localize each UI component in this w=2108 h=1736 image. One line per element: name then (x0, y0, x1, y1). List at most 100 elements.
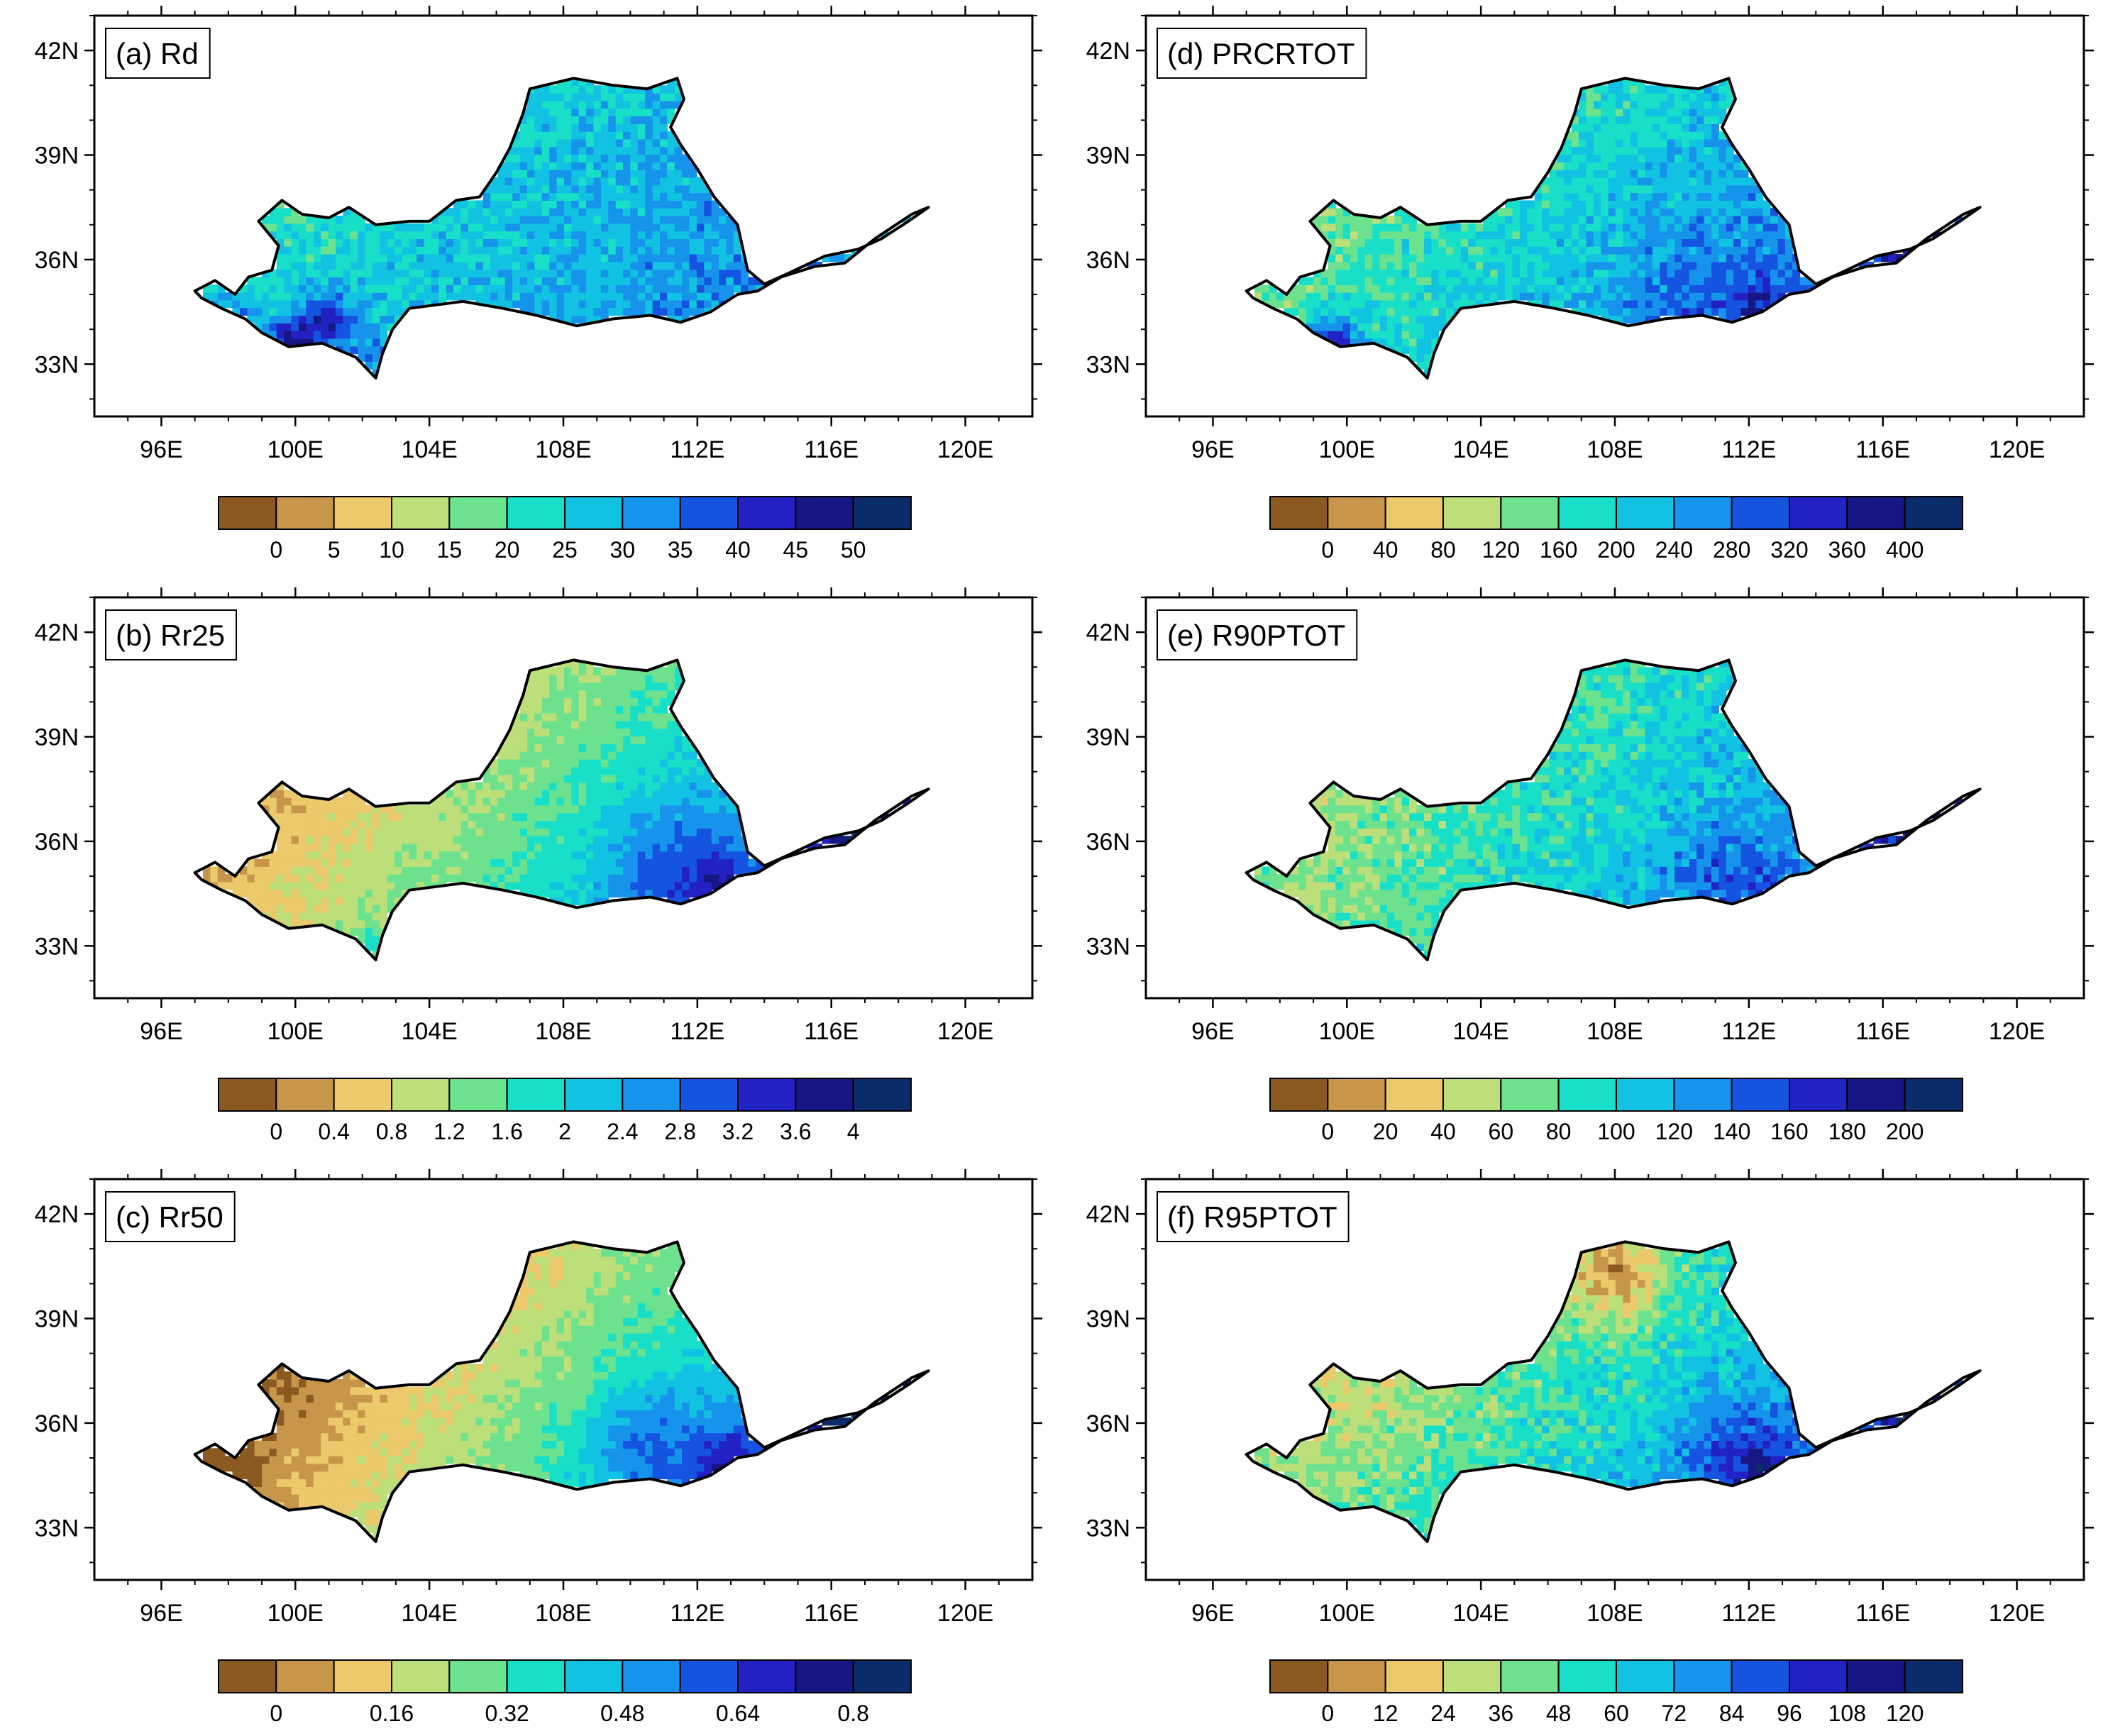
field-cell (519, 743, 528, 752)
field-cell (637, 851, 646, 860)
field-cell (1475, 866, 1484, 875)
field-cell (837, 836, 845, 844)
field-cell (1615, 123, 1623, 132)
field-cell (372, 919, 380, 929)
field-cell (1416, 307, 1425, 316)
field-cell (380, 836, 388, 844)
field-cell (1660, 307, 1668, 316)
field-cell (608, 697, 617, 706)
field-cell (527, 774, 535, 783)
field-cell (1497, 261, 1506, 270)
panel-e: 96E 100E 104E 108E 112E 116E 120E42N39N36N33N(… (1086, 587, 2094, 1144)
field-cell (335, 820, 343, 829)
field-cell (563, 131, 572, 140)
field-cell (438, 216, 447, 224)
field-cell (1652, 85, 1660, 94)
field-cell (1689, 223, 1697, 232)
field-cell (549, 805, 558, 814)
field-cell (343, 820, 351, 829)
field-cell (1660, 292, 1668, 301)
field-cell (1660, 277, 1668, 285)
field-cell (556, 315, 565, 324)
field-cell (1497, 851, 1506, 860)
field-cell (1350, 238, 1358, 247)
field-cell (674, 216, 683, 224)
field-cell (726, 812, 734, 821)
field-cell (637, 766, 646, 775)
field-cell (549, 812, 558, 821)
field-cell (1733, 284, 1742, 293)
field-cell (1313, 216, 1322, 224)
field-cell (1652, 177, 1660, 186)
field-cell (380, 299, 388, 309)
field-cell (1711, 170, 1719, 178)
field-cell (1660, 238, 1668, 247)
field-cell (276, 246, 285, 255)
field-cell (534, 697, 543, 706)
field-cell (1497, 874, 1506, 883)
field-cell (556, 759, 565, 768)
field-cell (1505, 269, 1513, 278)
field-cell (1615, 216, 1623, 224)
field-cell (490, 231, 499, 239)
field-cell (468, 200, 476, 209)
field-cell (652, 690, 661, 699)
field-cell (1386, 254, 1395, 262)
field-cell (1453, 292, 1462, 301)
field-cell (1726, 216, 1734, 224)
field-cell (1784, 284, 1793, 293)
field-cell (645, 131, 653, 140)
field-cell (630, 277, 639, 285)
field-cell (600, 690, 609, 699)
field-cell (1335, 254, 1344, 262)
field-cell (1542, 269, 1550, 278)
field-cell (328, 851, 336, 860)
field-cell (1306, 284, 1314, 293)
field-cell (1416, 284, 1425, 293)
field-cell (1342, 246, 1351, 255)
field-cell (1711, 261, 1719, 270)
field-cell (600, 208, 609, 216)
field-cell (1689, 200, 1697, 209)
colorbar-swatch (448, 496, 508, 530)
field-cell (284, 812, 292, 821)
field-cell (1615, 269, 1623, 278)
field-cell (1748, 299, 1756, 309)
field-cell (512, 766, 521, 775)
field-cell (696, 177, 705, 186)
field-cell (578, 131, 587, 140)
field-cell (284, 223, 292, 232)
field-cell (1505, 254, 1513, 262)
field-cell (563, 162, 572, 170)
field-cell (1711, 223, 1719, 232)
field-cell (586, 284, 595, 293)
field-cell (306, 889, 314, 898)
field-cell (711, 881, 719, 890)
field-cell (438, 828, 447, 836)
field-cell (652, 184, 661, 194)
field-cell (284, 299, 292, 309)
colorbar-tick-label: 360 (1828, 537, 1866, 563)
field-cell (1579, 184, 1586, 194)
field-cell (608, 728, 617, 737)
field-cell (541, 223, 550, 232)
field-cell (1320, 881, 1329, 890)
field-cell (409, 843, 417, 852)
field-cell (1438, 843, 1447, 852)
field-cell (519, 177, 528, 186)
field-cell (402, 223, 410, 232)
field-cell (1542, 284, 1550, 293)
field-cell (563, 828, 572, 836)
field-cell (563, 154, 572, 162)
field-cell (350, 828, 358, 836)
field-cell (608, 720, 617, 729)
field-cell (586, 690, 595, 699)
field-cell (637, 131, 646, 140)
field-cell (512, 238, 521, 247)
field-cell (600, 100, 609, 109)
field-cell (623, 131, 631, 140)
field-cell (254, 277, 263, 285)
field-cell (645, 146, 653, 155)
field-cell (578, 184, 587, 194)
field-cell (667, 231, 675, 239)
